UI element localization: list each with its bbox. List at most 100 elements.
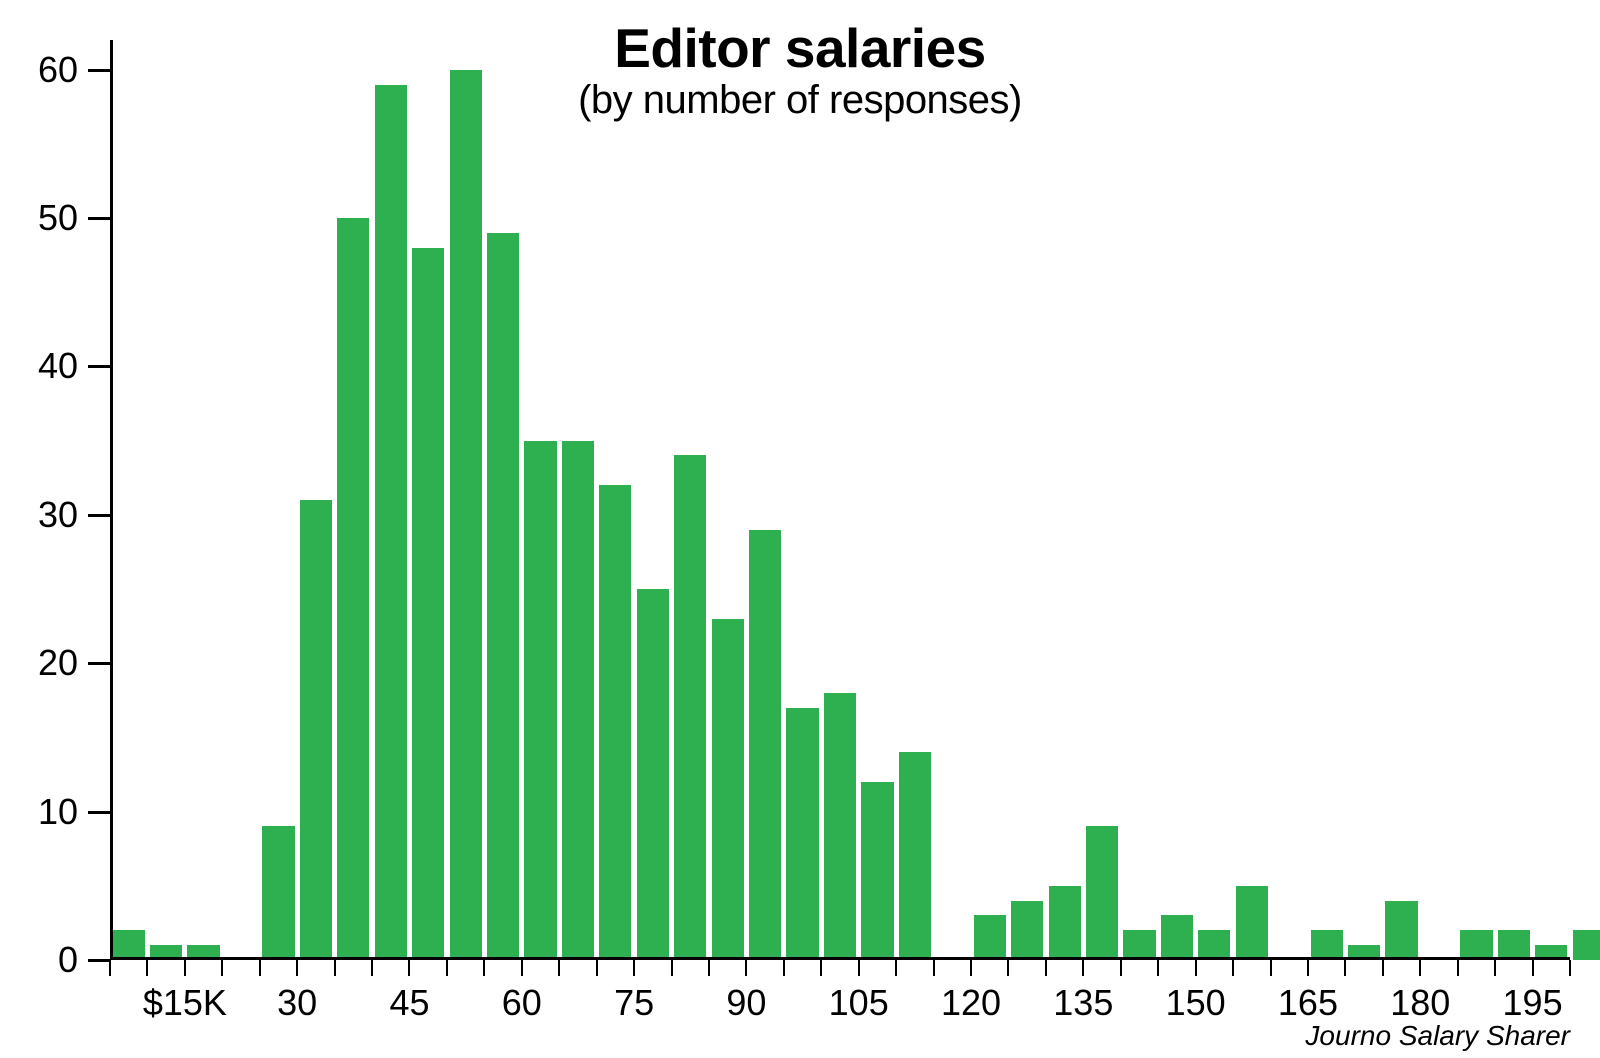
bars-group [110,40,1570,960]
histogram-bar [674,455,706,960]
histogram-bar [1161,915,1193,960]
x-tick [221,960,223,976]
x-axis-label: 180 [1390,982,1450,1024]
histogram-bar [562,441,594,960]
x-tick [1532,960,1534,976]
x-tick [1082,960,1084,976]
x-tick [334,960,336,976]
histogram-bar [375,85,407,960]
x-tick [558,960,560,976]
x-tick [783,960,785,976]
y-tick [88,811,110,814]
histogram-bar [262,826,294,960]
x-axis-label: 75 [614,982,654,1024]
histogram-bar [1123,930,1155,960]
x-tick [371,960,373,976]
x-tick [1419,960,1421,976]
histogram-bar [712,619,744,960]
x-tick [895,960,897,976]
y-tick [88,365,110,368]
x-axis-label: 165 [1278,982,1338,1024]
histogram-bar [599,485,631,960]
y-axis-label: 60 [0,49,78,91]
x-tick [708,960,710,976]
x-tick [1494,960,1496,976]
x-axis-label: 195 [1503,982,1563,1024]
histogram-bar [1460,930,1492,960]
x-axis [110,957,1570,960]
x-tick [633,960,635,976]
histogram-bar [637,589,669,960]
histogram-bar [899,752,931,960]
histogram-bar [487,233,519,960]
x-tick [745,960,747,976]
x-axis-label: 90 [726,982,766,1024]
y-axis-label: 10 [0,791,78,833]
x-axis-label: 120 [941,982,1001,1024]
histogram-bar [337,218,369,960]
histogram-bar [450,70,482,960]
x-tick [596,960,598,976]
y-tick [88,514,110,517]
chart-credit: Journo Salary Sharer [1305,1020,1570,1052]
histogram-bar [412,248,444,960]
x-tick [1270,960,1272,976]
y-axis-label: 50 [0,197,78,239]
x-tick [1157,960,1159,976]
x-tick [146,960,148,976]
x-tick [184,960,186,976]
histogram-bar [1086,826,1118,960]
histogram-bar [749,530,781,960]
chart-container: Editor salaries (by number of responses)… [0,0,1600,1058]
y-axis [110,40,113,960]
histogram-bar [1385,901,1417,960]
y-axis-label: 40 [0,345,78,387]
x-axis-label: 105 [829,982,889,1024]
x-tick [820,960,822,976]
y-tick [88,662,110,665]
x-tick [408,960,410,976]
x-axis-label: 135 [1053,982,1113,1024]
x-tick [446,960,448,976]
x-tick [259,960,261,976]
x-axis-label: 45 [389,982,429,1024]
histogram-bar [1198,930,1230,960]
x-tick [1569,960,1571,976]
x-tick [1344,960,1346,976]
x-tick [858,960,860,976]
x-tick [1007,960,1009,976]
x-tick [1120,960,1122,976]
histogram-bar [786,708,818,960]
y-tick [88,959,110,962]
x-axis-label: $15K [143,982,227,1024]
x-axis-label: 60 [502,982,542,1024]
x-axis-label: 150 [1166,982,1226,1024]
y-axis-label: 30 [0,494,78,536]
histogram-bar [1011,901,1043,960]
x-tick [933,960,935,976]
x-tick [1382,960,1384,976]
histogram-bar [113,930,145,960]
histogram-bar [1311,930,1343,960]
plot-area: 0102030405060$15K30456075901051201351501… [110,40,1570,960]
y-tick [88,217,110,220]
histogram-bar [1498,930,1530,960]
x-tick [1195,960,1197,976]
histogram-bar [861,782,893,960]
x-tick [483,960,485,976]
y-axis-label: 0 [0,939,78,981]
histogram-bar [974,915,1006,960]
x-tick [109,960,111,976]
x-tick [1232,960,1234,976]
histogram-bar [1236,886,1268,960]
y-axis-label: 20 [0,642,78,684]
x-tick [1045,960,1047,976]
histogram-bar [1573,930,1600,960]
x-tick [1457,960,1459,976]
x-tick [296,960,298,976]
x-tick [671,960,673,976]
x-tick [521,960,523,976]
histogram-bar [1049,886,1081,960]
histogram-bar [824,693,856,960]
histogram-bar [524,441,556,960]
